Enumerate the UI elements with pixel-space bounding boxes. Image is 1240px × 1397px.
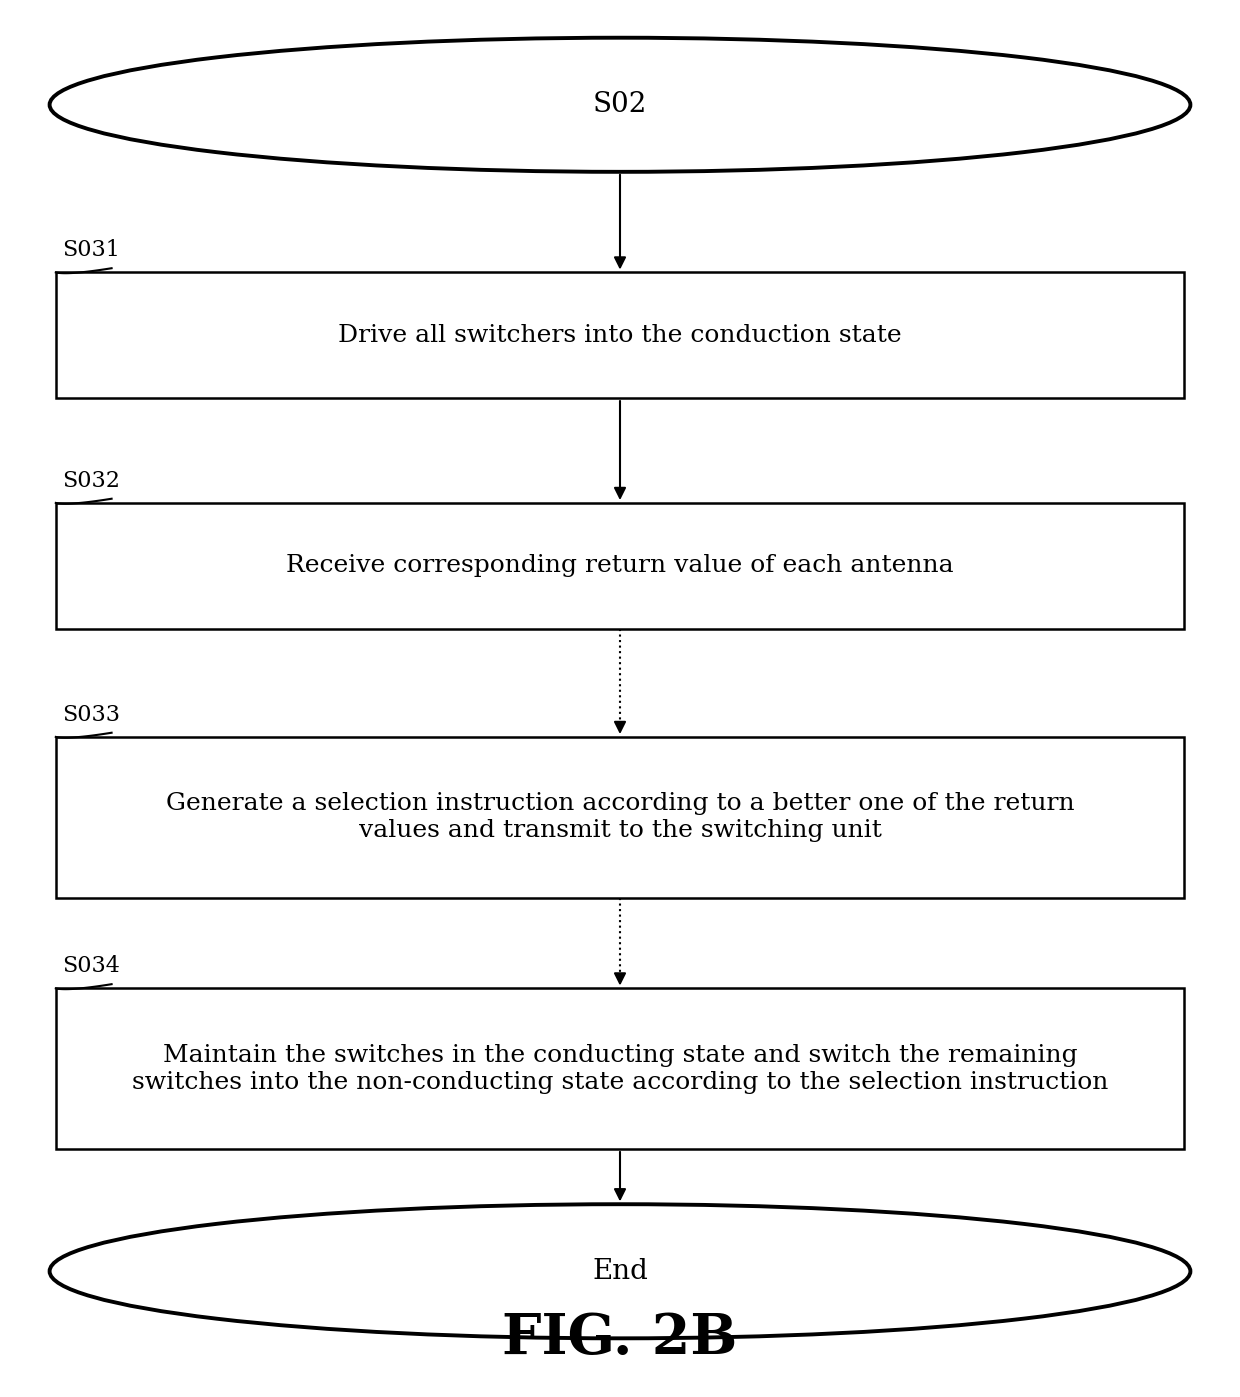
Text: S034: S034 [62, 956, 120, 978]
Text: S02: S02 [593, 91, 647, 119]
Text: Generate a selection instruction according to a better one of the return
values : Generate a selection instruction accordi… [166, 792, 1074, 842]
Text: S033: S033 [62, 704, 120, 726]
Text: Drive all switchers into the conduction state: Drive all switchers into the conduction … [339, 324, 901, 346]
Bar [56, 989, 1184, 1148]
Text: FIG. 2B: FIG. 2B [502, 1312, 738, 1366]
Text: S032: S032 [62, 469, 120, 492]
Text: End: End [591, 1257, 649, 1285]
Text: Receive corresponding return value of each antenna: Receive corresponding return value of ea… [286, 555, 954, 577]
Bar [56, 738, 1184, 898]
Text: Maintain the switches in the conducting state and switch the remaining
switches : Maintain the switches in the conducting … [131, 1044, 1109, 1094]
Bar [56, 503, 1184, 629]
Bar [56, 272, 1184, 398]
Text: S031: S031 [62, 239, 120, 261]
